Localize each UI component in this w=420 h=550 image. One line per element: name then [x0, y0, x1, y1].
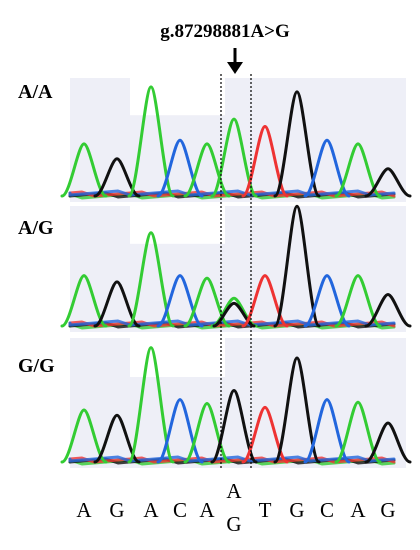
base-letter: T [259, 498, 272, 522]
peak-G [364, 293, 412, 328]
panel-background-gap [130, 206, 225, 244]
chromatogram-panel: A/A [18, 78, 412, 202]
peak-A [60, 408, 108, 464]
peak-A [334, 142, 382, 198]
base-letter-alt: G [226, 512, 241, 536]
genotype-label: A/A [18, 81, 53, 103]
peak-A [334, 400, 382, 464]
chromatogram-panel: G/G [18, 338, 412, 468]
peak-G [210, 389, 258, 464]
figure-title: g.87298881A>G [160, 21, 290, 42]
base-letter: C [173, 498, 187, 522]
peak-A [127, 231, 175, 328]
peak-G [364, 167, 412, 198]
base-letter: A [350, 498, 366, 522]
peak-A [127, 85, 175, 198]
peak-G [93, 280, 141, 328]
peak-C [156, 398, 204, 464]
base-letter: A [143, 498, 159, 522]
peak-A [210, 117, 258, 198]
variant-arrow [227, 48, 243, 74]
base-letter: A [226, 479, 242, 503]
base-letter: G [289, 498, 304, 522]
base-letter: A [199, 498, 215, 522]
peak-C [156, 138, 204, 198]
base-letter: C [320, 498, 334, 522]
panel-background [70, 206, 406, 332]
peak-G [273, 90, 321, 198]
peak-G [273, 356, 321, 464]
peak-A [183, 142, 231, 198]
genotype-label: G/G [18, 355, 55, 377]
base-letter: G [109, 498, 124, 522]
peak-A [60, 142, 108, 198]
peak-G [273, 204, 321, 328]
chromatogram-panels: A/A A/G G/G [18, 78, 412, 468]
panel-background [70, 78, 406, 202]
genotype-label: A/G [18, 217, 54, 239]
peak-A [127, 346, 175, 464]
base-letter: G [380, 498, 395, 522]
peak-A [334, 274, 382, 328]
base-letter: A [76, 498, 92, 522]
chromatogram-panel: A/G [18, 204, 412, 332]
peak-C [156, 274, 204, 328]
peak-G [364, 421, 412, 464]
peak-A [60, 274, 108, 328]
peak-A [183, 402, 231, 464]
